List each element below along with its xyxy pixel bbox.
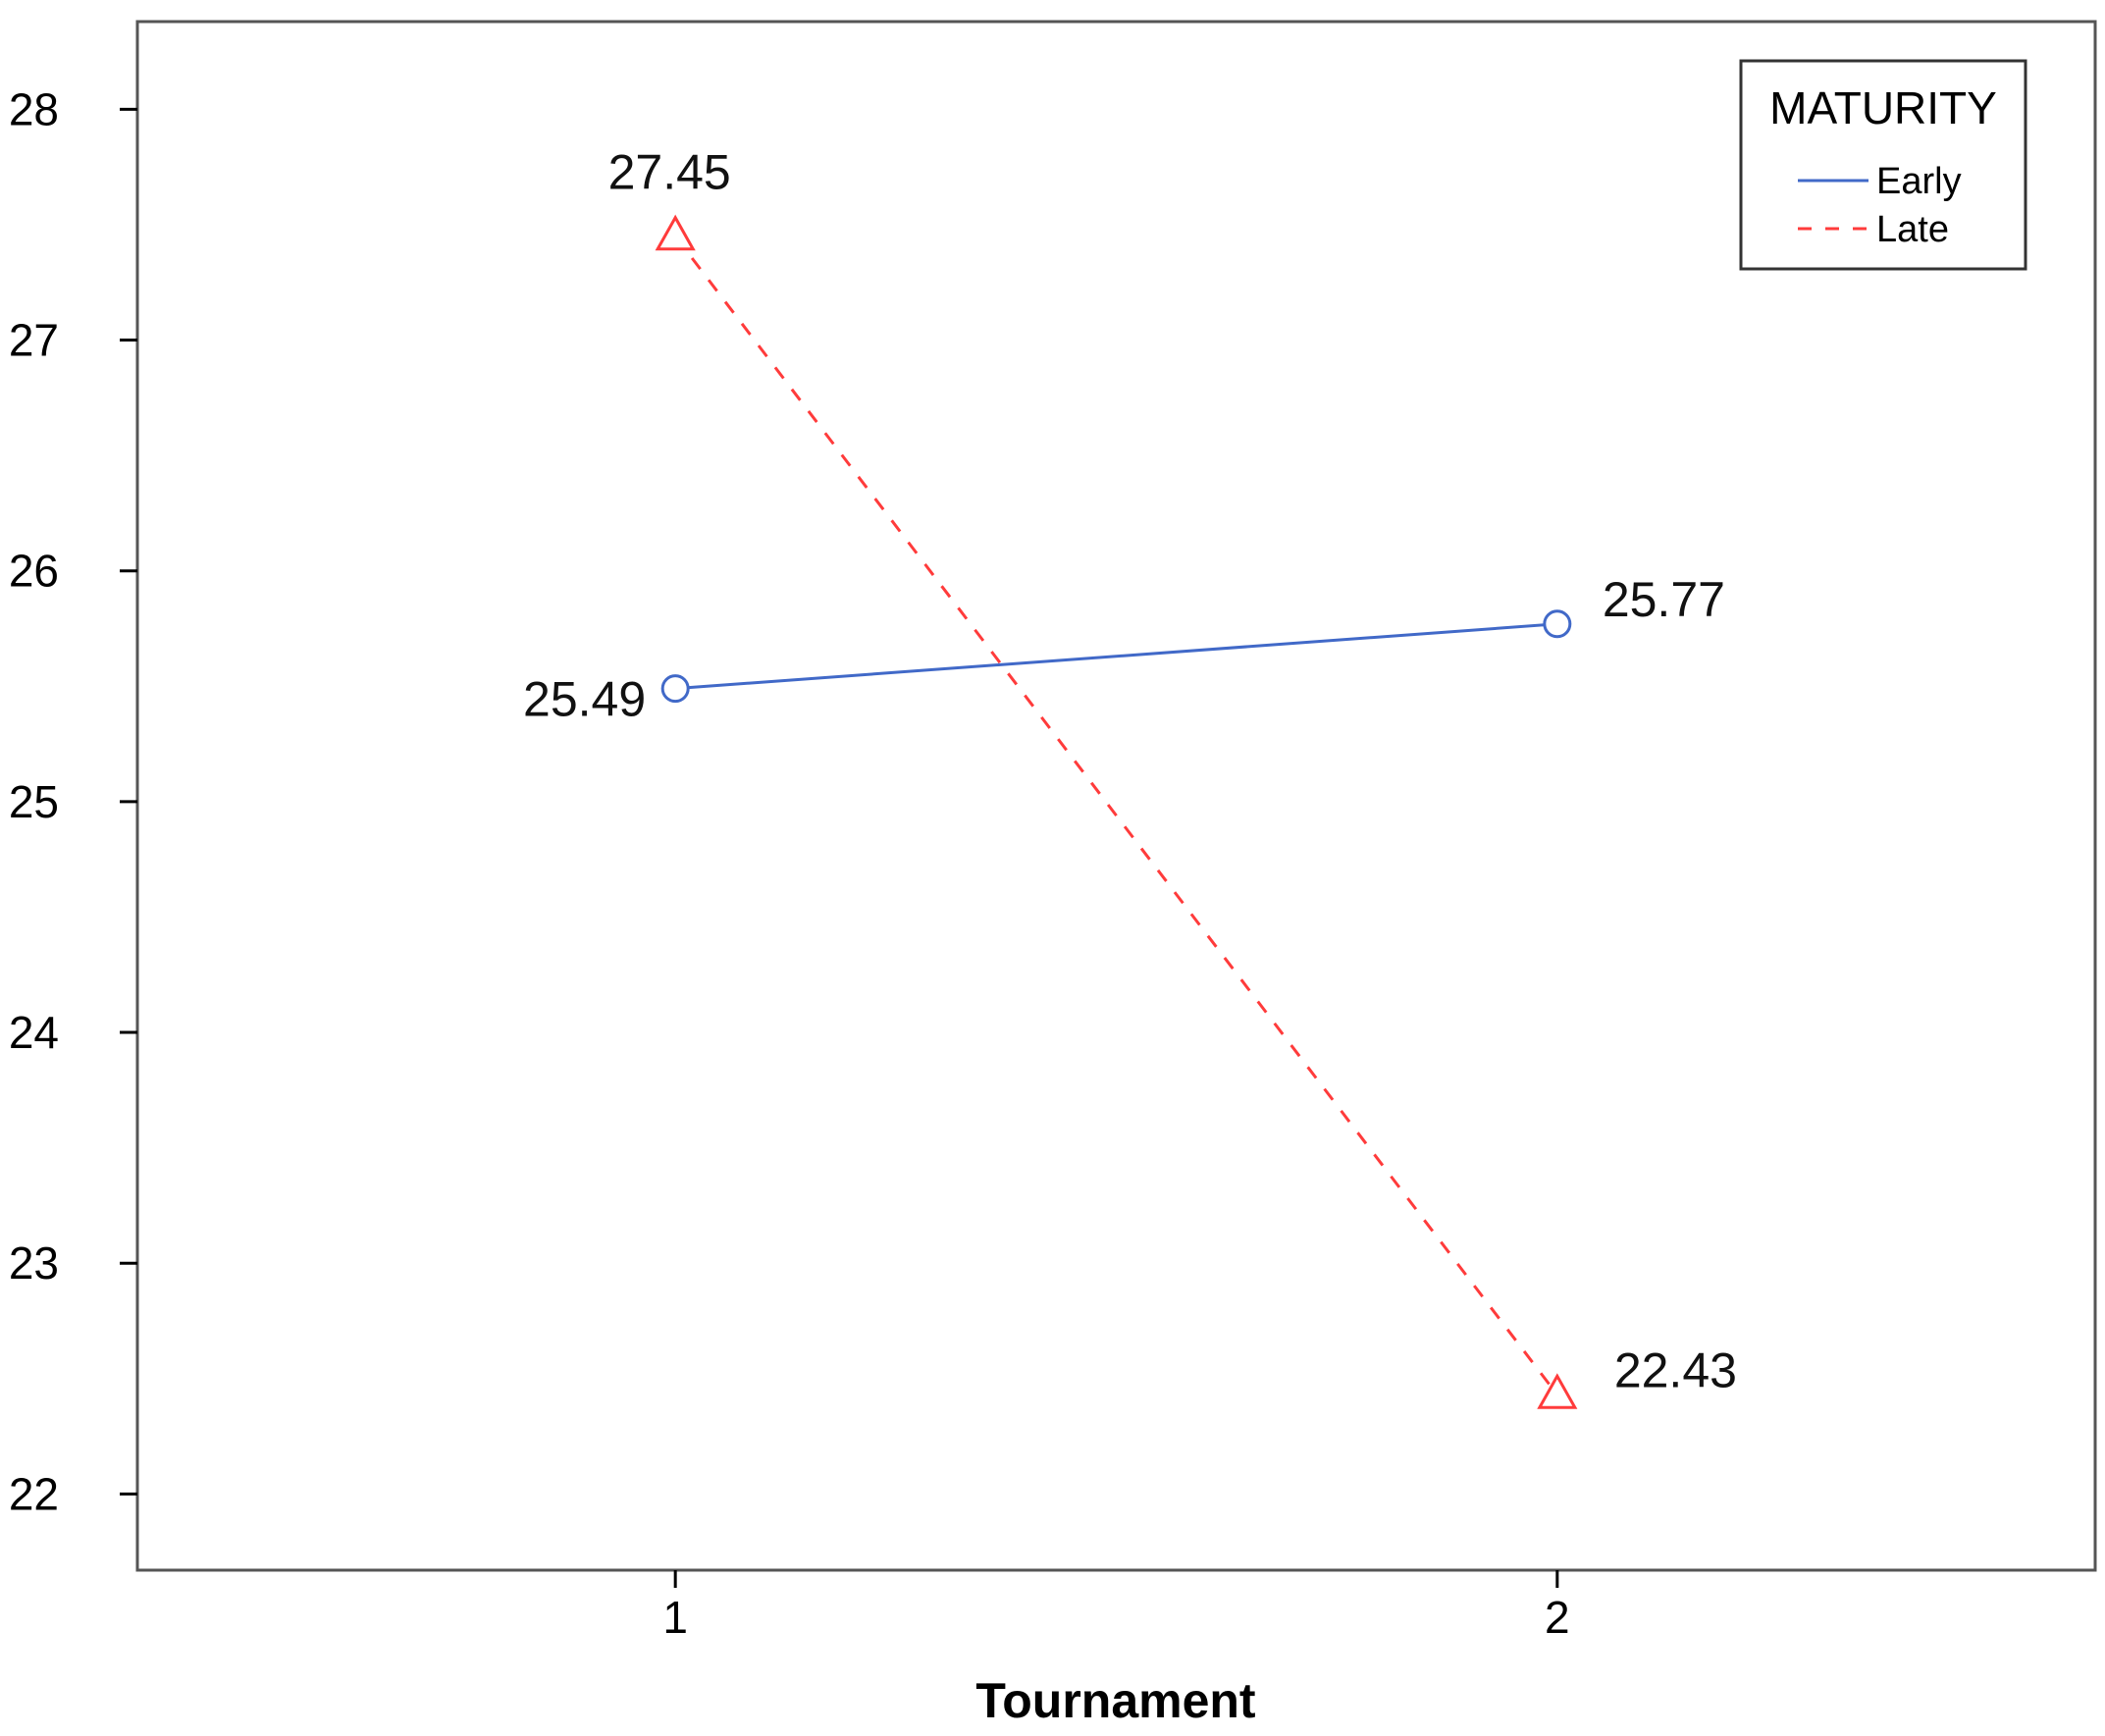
legend-box <box>1739 59 2027 271</box>
circle-icon <box>660 674 690 704</box>
y-tick-label: 27 <box>9 315 59 366</box>
x-tick-label: 2 <box>1545 1592 1570 1643</box>
legend-label: Late <box>1876 209 1949 250</box>
y-axis: 22 23 24 25 26 27 28 <box>9 83 137 1519</box>
y-tick-label: 23 <box>9 1237 59 1289</box>
legend: MATURITY Early Late <box>1739 59 2027 271</box>
legend-label: Early <box>1876 161 1962 202</box>
plot-frame <box>135 20 2097 1572</box>
x-tick-label: 1 <box>662 1592 688 1643</box>
data-label: 25.77 <box>1603 572 1725 627</box>
legend-title: MATURITY <box>1769 82 1997 133</box>
circle-icon <box>1543 609 1572 639</box>
triangle-icon <box>655 214 696 251</box>
y-tick-label: 25 <box>9 776 59 827</box>
data-label: 27.45 <box>608 145 731 200</box>
y-tick-label: 26 <box>9 546 59 597</box>
series-line-late <box>673 235 1559 1396</box>
series-layer: 25.49 25.77 27.45 22.43 <box>523 145 1737 1409</box>
data-label: 22.43 <box>1614 1342 1737 1397</box>
triangle-icon <box>1537 1373 1578 1409</box>
y-tick-label: 24 <box>9 1007 59 1058</box>
y-tick-label: 22 <box>9 1468 59 1519</box>
data-label: 25.49 <box>523 672 646 727</box>
series-line-early <box>675 622 1557 691</box>
legend-items: Early Late <box>1798 161 1962 250</box>
x-axis-title: Tournament <box>975 1673 1256 1728</box>
y-tick-label: 28 <box>9 83 59 134</box>
